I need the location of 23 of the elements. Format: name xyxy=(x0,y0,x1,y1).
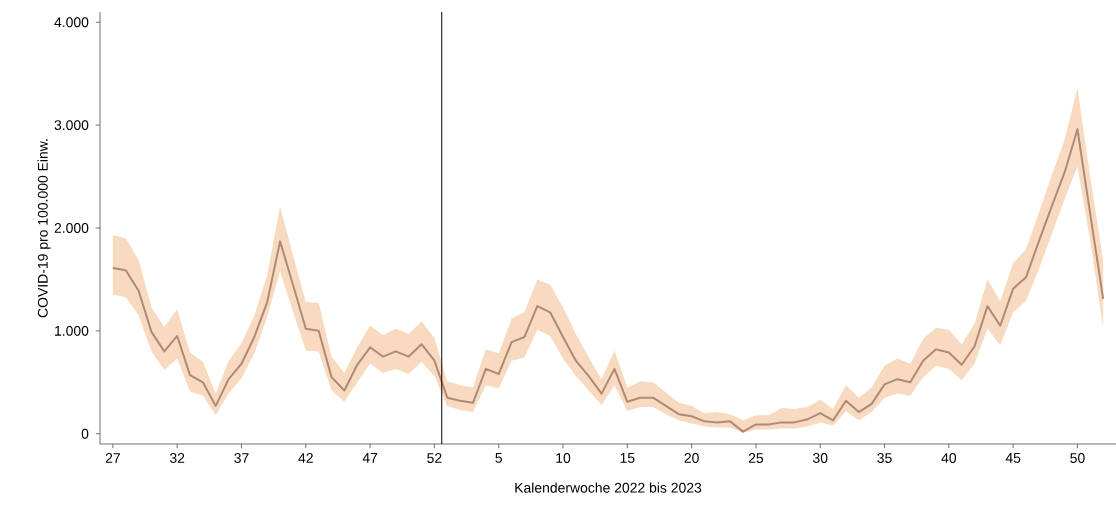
x-tick-label: 30 xyxy=(813,453,828,463)
x-tick-label: 10 xyxy=(556,453,571,463)
x-tick-label: 15 xyxy=(620,453,635,463)
x-tick-label: 42 xyxy=(298,453,313,463)
y-tick-label: 0 xyxy=(81,428,89,439)
x-tick-label: 5 xyxy=(495,453,502,463)
x-tick-label: 37 xyxy=(234,453,249,463)
x-tick-label: 27 xyxy=(105,453,120,463)
y-tick-label: 2.000 xyxy=(54,223,89,233)
y-tick-label: 1.000 xyxy=(55,325,89,336)
x-tick-label: 20 xyxy=(684,453,699,463)
x-tick-label: 35 xyxy=(877,453,892,463)
y-tick-label: 4.000 xyxy=(54,17,89,28)
y-tick-label: 3.000 xyxy=(54,120,89,131)
x-tick-label: 50 xyxy=(1070,453,1085,463)
x-axis-title: Kalenderwoche 2022 bis 2023 xyxy=(515,482,702,493)
x-tick-label: 47 xyxy=(362,453,378,463)
x-tick-label: 25 xyxy=(748,453,764,463)
y-axis-title: COVID-19 pro 100.000 Einw. xyxy=(37,139,51,318)
x-tick-label: 52 xyxy=(427,453,442,463)
x-tick-label: 40 xyxy=(941,453,957,463)
x-tick-label: 45 xyxy=(1005,453,1021,463)
x-tick-label: 32 xyxy=(169,453,185,463)
